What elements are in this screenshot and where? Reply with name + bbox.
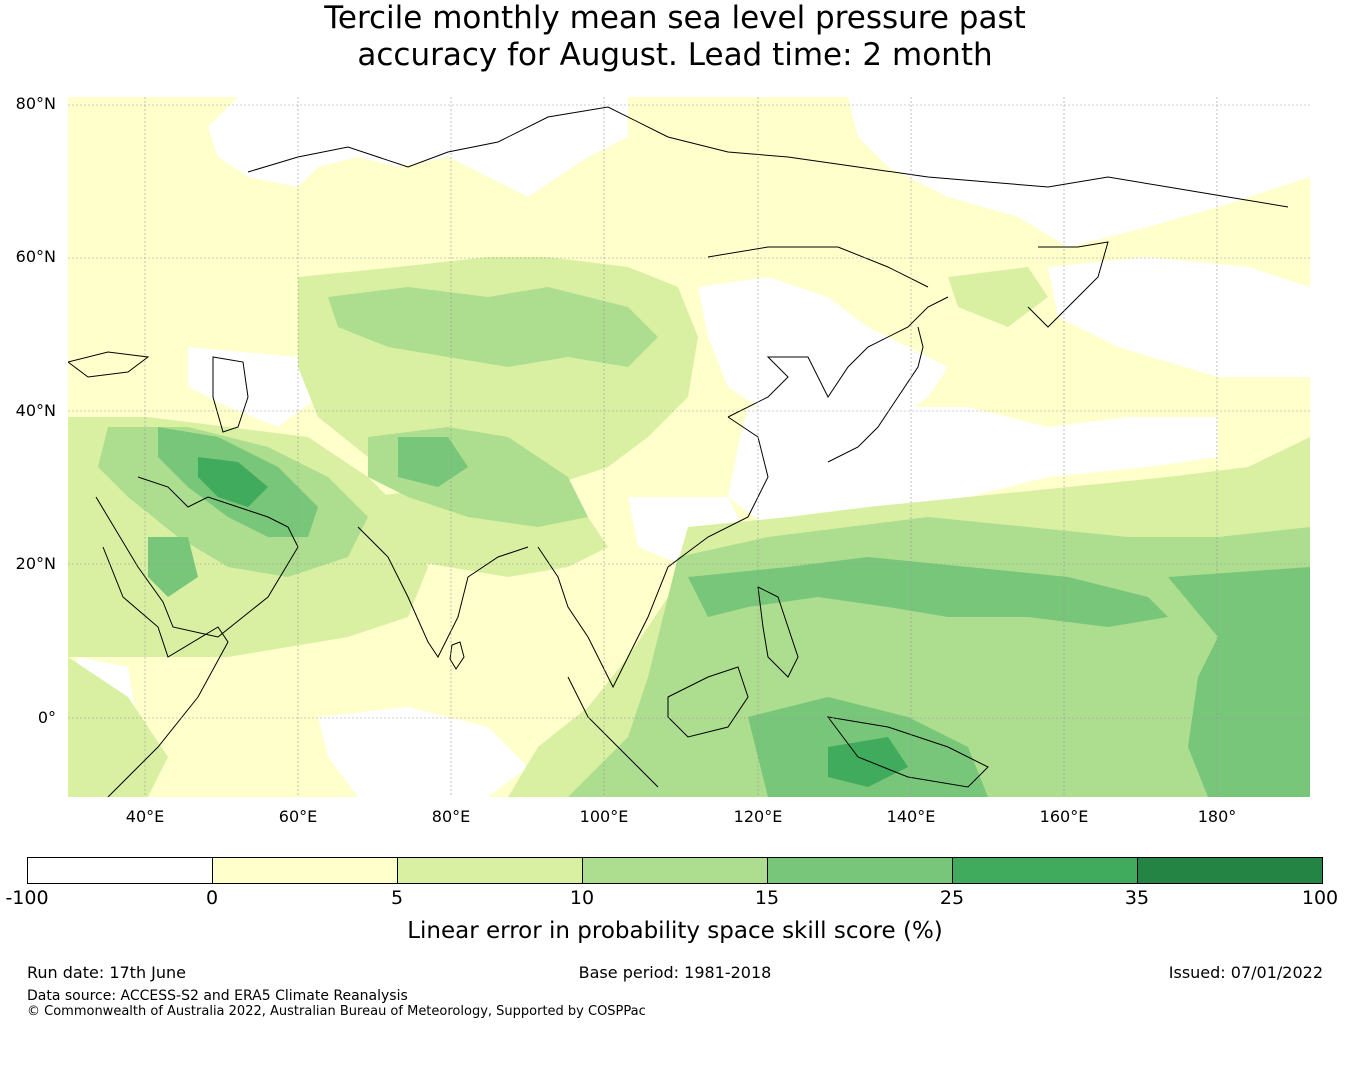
lat-label-20n: 20°N [15, 554, 56, 573]
coast-sumatra [567, 676, 659, 788]
colorbar-tick-100: 100 [1301, 887, 1339, 909]
lon-label-100e: 100°E [579, 807, 629, 826]
coast-indochina [537, 416, 769, 689]
title-line-2: accuracy for August. Lead time: 2 month [357, 37, 993, 73]
colorbar-tick-neg100: -100 [5, 887, 49, 909]
colorbar-label: Linear error in probability space skill … [407, 918, 943, 944]
colorbar-segment-neg100-0 [28, 858, 213, 883]
graticule [68, 97, 1310, 797]
coast-north-russia [247, 106, 1289, 208]
skill-score-map [68, 97, 1310, 797]
colorbar-segment-0-5 [213, 858, 398, 883]
coast-black-sea [68, 351, 150, 378]
coast-east-africa [102, 546, 229, 797]
colorbar-tick-25: 25 [939, 887, 965, 909]
data-source: Data source: ACCESS-S2 and ERA5 Climate … [27, 988, 408, 1004]
lon-label-60e: 60°E [278, 807, 318, 826]
lat-label-60n: 60°N [15, 247, 56, 266]
lon-label-140e: 140°E [886, 807, 936, 826]
map-canvas [68, 97, 1310, 797]
coast-china-east [727, 296, 949, 418]
run-date: Run date: 17th June [27, 963, 187, 982]
lon-label-80e: 80°E [431, 807, 471, 826]
colorbar-tick-15: 15 [754, 887, 780, 909]
chart-title: Tercile monthly mean sea level pressure … [0, 0, 1350, 74]
issued-date: Issued: 07/01/2022 [1168, 963, 1323, 982]
lon-label-120e: 120°E [733, 807, 783, 826]
field-25-35 [198, 457, 908, 787]
colorbar-segment-15-25 [768, 858, 953, 883]
coastlines [68, 106, 1289, 797]
lon-label-180: 180° [1197, 807, 1237, 826]
colorbar-segment-5-10 [398, 858, 583, 883]
lon-label-40e: 40°E [125, 807, 165, 826]
colorbar-tick-0: 0 [205, 887, 219, 909]
coast-sri-lanka [449, 641, 465, 670]
colorbar-tick-35: 35 [1124, 887, 1150, 909]
coast-caspian [212, 356, 249, 433]
coast-okhotsk [707, 246, 929, 288]
coast-arabia [95, 476, 299, 638]
coast-kamchatka [1027, 241, 1109, 328]
lat-label-80n: 80°N [15, 94, 56, 113]
colorbar-segment-25-35 [953, 858, 1138, 883]
colorbar-tick-10: 10 [569, 887, 595, 909]
coast-philippines [757, 586, 799, 678]
copyright: © Commonwealth of Australia 2022, Austra… [27, 1004, 646, 1019]
field-negative [73, 97, 1310, 797]
colorbar-segment-10-15 [583, 858, 768, 883]
base-period: Base period: 1981-2018 [578, 963, 772, 982]
lat-label-0: 0° [37, 708, 56, 727]
coast-japan [827, 326, 924, 463]
lon-label-160e: 160°E [1039, 807, 1089, 826]
colorbar-segment-35-100 [1138, 858, 1322, 883]
colorbar [27, 857, 1323, 884]
coast-india [357, 526, 529, 658]
coast-new-guinea [826, 716, 989, 788]
lat-label-40n: 40°N [15, 401, 56, 420]
coast-borneo [667, 666, 749, 738]
title-line-1: Tercile monthly mean sea level pressure … [324, 0, 1026, 36]
colorbar-tick-5: 5 [390, 887, 404, 909]
